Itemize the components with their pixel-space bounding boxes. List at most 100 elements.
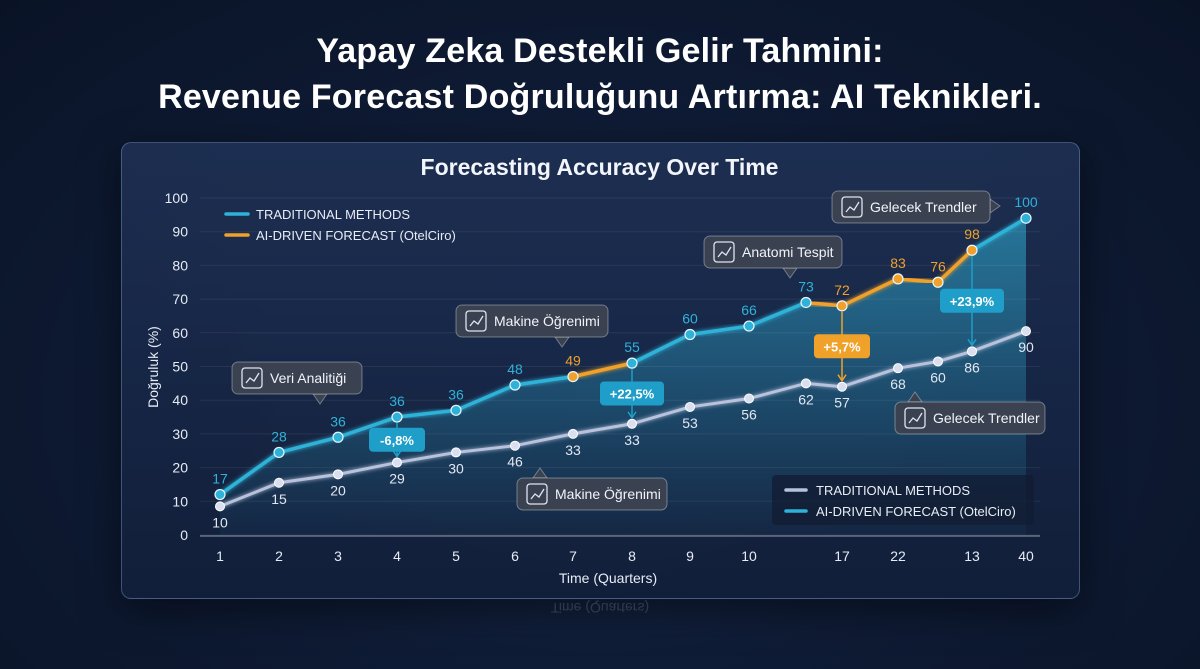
ai-forecast-data-label: 100	[1014, 194, 1038, 210]
traditional-point	[392, 457, 402, 468]
delta-arrow-head	[837, 374, 847, 383]
ai-forecast-point	[332, 431, 344, 443]
callout-text: Makine Öğrenimi	[555, 485, 661, 502]
ai-forecast-segment	[454, 383, 517, 413]
magnifier-chart-icon	[713, 241, 735, 263]
ai-forecast-point	[684, 328, 696, 341]
callout-box	[516, 477, 668, 511]
page-title-line-2: Revenue Forecast Doğruluğunu Artırma: AI…	[158, 78, 1042, 116]
ai-forecast-segment	[395, 408, 458, 419]
y-axis-label: Doğruluk (%)	[145, 326, 161, 408]
ai-forecast-data-label: 28	[271, 428, 287, 444]
traditional-data-label: 33	[624, 432, 640, 448]
ai-forecast-point	[800, 296, 812, 309]
ai-forecast-point	[836, 300, 848, 312]
x-tick-label: 17	[834, 548, 850, 564]
legend-label: TRADITIONAL METHODS	[816, 483, 970, 498]
callout: Makine Öğrenimi	[455, 304, 609, 348]
ai-forecast-point	[743, 320, 755, 332]
ai-forecast-data-label: 55	[624, 339, 640, 355]
legend-label: TRADITIONAL METHODS	[256, 207, 410, 222]
x-tick-label: 1	[216, 548, 224, 564]
traditional-point	[627, 418, 637, 429]
x-tick-label: 4	[393, 548, 401, 564]
ai-forecast-segment	[630, 332, 692, 365]
traditional-point	[451, 447, 461, 458]
ai-forecast-data-label: 36	[389, 393, 405, 409]
traditional-data-label: 86	[964, 359, 980, 375]
traditional-point	[744, 393, 754, 404]
growth-chart-icon	[904, 407, 926, 429]
ai-forecast-data-label: 72	[834, 282, 850, 298]
traditional-data-label: 33	[565, 442, 581, 458]
ai-forecast-data-label: 66	[741, 302, 757, 318]
traditional-point	[933, 356, 943, 367]
traditional-point	[215, 501, 225, 512]
delta-badge-text: -6,8%	[380, 433, 414, 448]
delta-badge	[940, 288, 1004, 313]
ai-forecast-point	[567, 371, 579, 383]
traditional-data-label: 10	[212, 514, 228, 530]
x-axis-label: Time (Quarters)	[559, 570, 657, 586]
y-tick-label: 40	[172, 392, 188, 408]
ai-forecast-segment	[804, 300, 844, 308]
ai-forecast-point	[966, 244, 978, 256]
callout-pointer	[554, 336, 570, 348]
x-tick-label: 22	[890, 548, 906, 564]
ai-forecast-data-label: 36	[448, 386, 464, 402]
ai-forecast-point	[509, 379, 521, 391]
ai-forecast-point	[932, 276, 944, 288]
traditional-data-label: 62	[798, 391, 814, 407]
chart-board-icon	[241, 367, 263, 389]
callout-text: Makine Öğrenimi	[494, 312, 600, 329]
callout-text: Veri Analitiği	[270, 370, 346, 386]
ai-forecast-point	[626, 357, 638, 369]
y-tick-label: 30	[172, 426, 188, 442]
x-tick-label: 2	[275, 548, 283, 564]
callout: Anatomi Tespit	[703, 235, 843, 279]
ai-forecast-data-label: 48	[507, 361, 523, 377]
traditional-point	[333, 469, 343, 480]
page-title: Yapay Zeka Destekli Gelir Tahmini: Reven…	[0, 28, 1200, 120]
legend-bottom-box	[772, 475, 1034, 525]
ai-forecast-segment	[970, 216, 1028, 252]
ai-forecast-data-label: 49	[565, 353, 581, 369]
x-tick-label: 8	[628, 548, 636, 564]
ai-forecast-segment	[571, 361, 634, 379]
traditional-data-label: 15	[271, 491, 287, 507]
delta-arrow-head	[392, 450, 402, 458]
legend-top: TRADITIONAL METHODS AI-DRIVEN FORECAST (O…	[224, 207, 456, 243]
callout-box	[831, 190, 991, 224]
callout-box	[894, 401, 1046, 435]
x-tick-label: 9	[686, 548, 694, 564]
x-tick-label: 40	[1018, 548, 1034, 564]
traditional-data-label: 20	[330, 482, 346, 498]
y-tick-label: 10	[172, 493, 188, 509]
legend-label: AI-DRIVEN FORECAST (OtelCiro)	[816, 504, 1016, 519]
traditional-data-label: 60	[930, 369, 946, 385]
ai-forecast-point	[450, 404, 462, 416]
callout: Gelecek Trendler	[831, 190, 1001, 224]
traditional-data-label: 53	[682, 415, 698, 431]
ai-forecast-data-label: 83	[890, 255, 906, 271]
ai-forecast-segment	[896, 277, 940, 284]
ai-forecast-point	[391, 411, 403, 423]
callout-pointer	[989, 198, 1001, 214]
x-tick-label: 6	[511, 548, 519, 564]
brain-icon	[465, 310, 487, 332]
chart-title: Forecasting Accuracy Over Time	[420, 154, 779, 180]
ai-forecast-segment	[747, 300, 808, 328]
brain-icon	[526, 483, 548, 505]
ai-forecast-data-label: 76	[930, 258, 946, 274]
ai-forecast-segment	[513, 374, 575, 387]
ai-forecast-data-label: 73	[798, 278, 814, 294]
traditional-point	[568, 428, 578, 439]
x-tick-label: 5	[452, 548, 460, 564]
y-tick-label: 90	[172, 224, 188, 240]
ai-forecast-segment	[936, 248, 974, 284]
traditional-point	[837, 381, 847, 392]
ai-forecast-segment	[840, 277, 900, 308]
x-tick-label: 3	[334, 548, 342, 564]
ai-forecast-point	[892, 273, 904, 285]
